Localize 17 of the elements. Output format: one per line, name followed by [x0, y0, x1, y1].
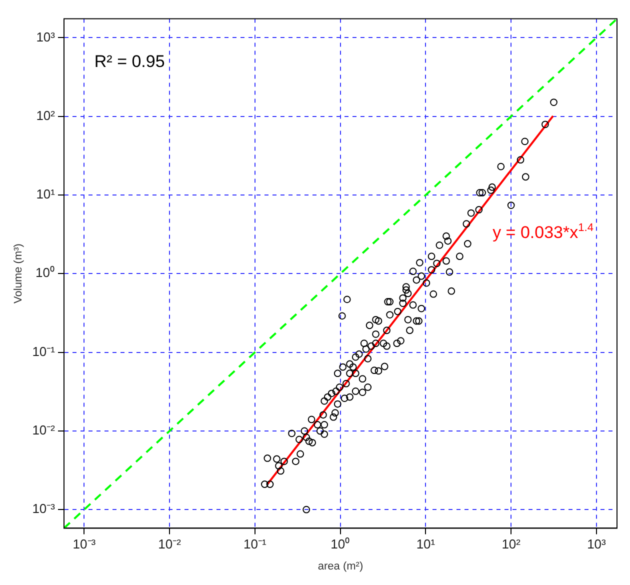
- y-tick-label: 10⁻²: [32, 422, 56, 438]
- x-tick-label: 10⁻³: [72, 536, 96, 552]
- y-tick-label: 10⁻³: [32, 501, 56, 516]
- y-tick-label: 10²: [36, 108, 56, 123]
- x-tick-label: 10³: [587, 536, 607, 552]
- y-tick-label: 10⁻¹: [32, 344, 56, 359]
- y-tick-label: 10³: [36, 29, 56, 44]
- y-axis-title: Volume (m³): [12, 244, 25, 304]
- x-tick-label: 10⁰: [330, 536, 350, 552]
- x-tick-label: 10¹: [416, 536, 436, 552]
- x-tick-label: 10⁻²: [158, 536, 182, 552]
- x-tick-label: 10²: [502, 536, 522, 552]
- y-tick-label: 10¹: [36, 186, 56, 202]
- y-tick-label: 10⁰: [36, 265, 55, 280]
- annotation: R² = 0.95: [94, 52, 165, 72]
- x-tick-label: 10⁻¹: [244, 536, 268, 552]
- x-axis-title: area (m²): [318, 560, 364, 572]
